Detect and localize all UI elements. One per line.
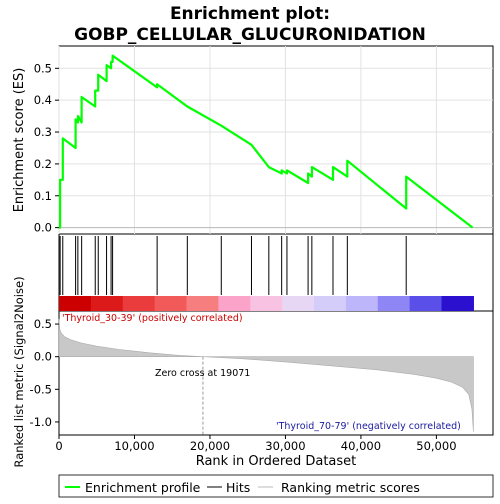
x-tick-label: 20,000 xyxy=(190,439,230,453)
x-tick-label: 40,000 xyxy=(341,439,381,453)
heatmap-segment xyxy=(377,296,411,311)
es-panel-frame xyxy=(58,45,494,235)
metric-ytick-label: -0.5 xyxy=(30,382,52,396)
x-tick-label: 30,000 xyxy=(265,439,305,453)
heatmap-segment xyxy=(90,296,124,311)
negative-label: 'Thyroid_70-79' (negatively correlated) xyxy=(276,421,461,432)
zero-cross-label: Zero cross at 19071 xyxy=(155,368,250,379)
metric-ytick-label: -1.0 xyxy=(30,415,52,429)
chart-title-line1: Enrichment plot: xyxy=(170,4,330,24)
es-ytick-label: 0.3 xyxy=(34,125,52,139)
heatmap-segment xyxy=(250,296,283,311)
es-ytick-label: 0.1 xyxy=(34,189,52,203)
es-ytick-label: 0.2 xyxy=(34,157,52,171)
es-ylabel: Enrichment score (ES) xyxy=(12,68,27,213)
rank-heatmap-bar xyxy=(59,296,474,311)
heatmap-segment xyxy=(409,296,443,311)
heatmap-segment xyxy=(282,296,315,311)
positive-label: 'Thyroid_30-39' (positively correlated) xyxy=(62,313,243,324)
es-ytick-label: 0.5 xyxy=(34,61,52,75)
heatmap-segment xyxy=(345,296,379,311)
heatmap-segment xyxy=(218,296,251,311)
es-profile-line xyxy=(58,54,474,229)
es-y-axis: 0.0 0.1 0.2 0.3 0.4 0.5 xyxy=(34,61,59,235)
hit-markers xyxy=(59,236,407,295)
x-axis: 0 10,000 20,000 30,000 40,000 50,000 xyxy=(55,435,457,453)
heatmap-segment xyxy=(59,296,92,311)
heatmap-segment xyxy=(441,296,474,311)
x-tick-label: 10,000 xyxy=(114,439,154,453)
metric-fill xyxy=(58,318,474,432)
es-profile-polyline xyxy=(58,54,474,229)
es-ytick-label: 0.0 xyxy=(34,221,52,235)
x-tick-label: 50,000 xyxy=(416,439,456,453)
chart-title-line2: GOBP_CELLULAR_GLUCURONIDATION xyxy=(74,25,426,45)
heatmap-segment xyxy=(122,296,156,311)
metric-ytick-label: 0.5 xyxy=(34,317,52,331)
legend-metric-label: Ranking metric scores xyxy=(281,480,420,495)
metric-ylabel: Ranked list metric (Signal2Noise) xyxy=(12,276,26,467)
metric-area xyxy=(58,318,474,435)
legend-hits-label: Hits xyxy=(226,480,250,495)
x-axis-label: Rank in Ordered Dataset xyxy=(196,454,357,469)
metric-ytick-label: 0.0 xyxy=(34,350,52,364)
heatmap-segment xyxy=(314,296,347,311)
metric-y-axis: -1.0 -0.5 0.0 0.5 xyxy=(30,317,59,429)
heatmap-segment xyxy=(186,296,219,311)
heatmap-segment xyxy=(154,296,188,311)
legend-box xyxy=(58,474,494,498)
legend-es-label: Enrichment profile xyxy=(85,480,201,495)
es-gridlines xyxy=(58,46,493,234)
x-tick-label: 0 xyxy=(55,439,62,453)
es-ytick-label: 0.4 xyxy=(34,93,52,107)
